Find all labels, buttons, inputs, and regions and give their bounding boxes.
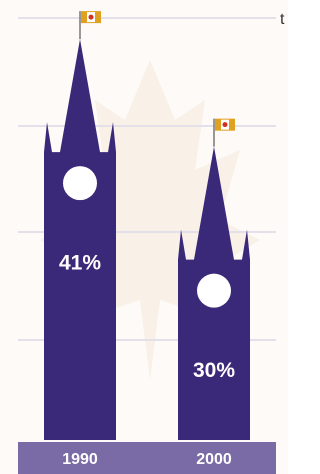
- page: {"chart_data": {"type": "bar", "annotati…: [0, 0, 320, 474]
- chart: t 1990 41% 2000 30%: [0, 0, 288, 474]
- flag-leaf: [223, 122, 228, 127]
- x-tick-label: 1990: [62, 451, 98, 468]
- annotation: t: [280, 11, 285, 28]
- clock: [63, 166, 97, 200]
- x-tick-label: 2000: [196, 451, 232, 468]
- category-band: [18, 442, 276, 474]
- clock: [197, 274, 231, 308]
- flag-leaf: [89, 15, 94, 20]
- value-label: 41%: [59, 252, 101, 275]
- value-label: 30%: [193, 359, 235, 382]
